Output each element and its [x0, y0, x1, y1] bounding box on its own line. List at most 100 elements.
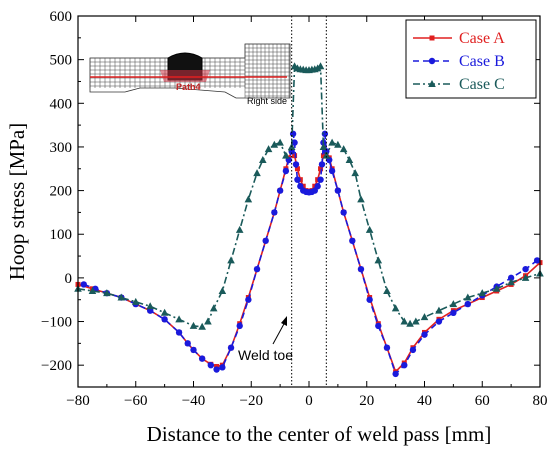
x-tick-label: −40: [182, 393, 205, 409]
mesh-inset-figure: Path4 Right side: [89, 43, 291, 106]
weld-toe-label: Weld toe: [238, 347, 293, 363]
series-point: [318, 166, 324, 172]
y-tick-label: 600: [50, 9, 73, 25]
x-tick-label: −20: [240, 393, 263, 409]
series-point: [227, 344, 235, 351]
series-point: [88, 286, 97, 294]
series-point: [357, 195, 365, 203]
series-point: [244, 195, 253, 203]
series-point: [492, 284, 501, 292]
series-point: [282, 151, 290, 159]
series-point: [218, 286, 227, 294]
legend: Case A Case B Case C: [405, 19, 537, 99]
series-point: [366, 296, 373, 303]
series-point: [236, 322, 243, 330]
series-point: [383, 286, 391, 294]
series-point: [209, 304, 218, 312]
y-tick-label: 200: [50, 184, 73, 200]
inset-weld-zone: [160, 70, 210, 82]
series-point: [320, 153, 326, 159]
series-point: [383, 344, 391, 351]
series-point: [294, 176, 301, 183]
series-point: [318, 161, 326, 168]
x-tick-label: 80: [533, 393, 548, 409]
series-point: [189, 321, 198, 329]
series-point: [334, 140, 342, 148]
series-point: [357, 265, 365, 273]
series-point: [412, 317, 420, 325]
series-point: [349, 237, 356, 244]
series-point: [131, 297, 140, 305]
series-point: [270, 140, 279, 148]
series-point: [271, 209, 278, 216]
series-point: [478, 289, 487, 297]
series-point: [428, 80, 436, 87]
inset-path-label: Path4: [176, 82, 201, 92]
y-tick-label: 0: [65, 271, 73, 287]
series-case-a: [75, 148, 543, 375]
legend-label: Case A: [459, 30, 505, 47]
y-tick-label: −200: [41, 358, 72, 374]
series-point: [345, 156, 354, 164]
series-line: [77, 64, 541, 328]
series-point: [521, 273, 530, 281]
series-point: [319, 142, 328, 150]
series-point: [420, 313, 429, 321]
series-point: [161, 316, 168, 323]
x-axis-title: Distance to the center of weld pass [mm]: [147, 422, 492, 446]
series-point: [198, 322, 206, 330]
axes: −80 −60 −40 −20 0 20 40 60 80−200−10001002003004…: [41, 9, 547, 409]
series-point: [175, 329, 183, 336]
series-point: [429, 35, 435, 41]
series-point: [219, 364, 226, 371]
legend-entry: Case A: [413, 30, 505, 47]
series-point: [435, 318, 443, 325]
series-point: [507, 274, 515, 282]
series-line: [83, 133, 538, 376]
series-point: [146, 302, 154, 310]
series-point: [245, 296, 252, 303]
series-point: [276, 187, 284, 194]
series-point: [253, 265, 261, 273]
legend-label: Case B: [459, 53, 505, 70]
series-point: [198, 355, 206, 362]
x-tick-label: −80: [66, 393, 89, 409]
series-point: [365, 225, 374, 233]
series-point: [351, 169, 359, 177]
series-point: [117, 293, 126, 301]
series-point: [522, 265, 529, 273]
series-point: [227, 256, 235, 264]
series-point: [328, 138, 336, 146]
legend-entry: Case B: [413, 53, 505, 70]
series-point: [375, 322, 382, 330]
series-point: [322, 151, 331, 159]
series-point: [204, 317, 212, 325]
series-point: [184, 340, 191, 347]
series-point: [401, 361, 408, 369]
series-point: [213, 366, 220, 373]
x-tick-label: 20: [359, 393, 374, 409]
series-point: [339, 145, 348, 153]
series-point: [289, 130, 297, 138]
annotations: Weld toe: [238, 316, 293, 363]
series-point: [450, 309, 457, 316]
y-tick-label: 400: [50, 96, 73, 112]
series-point: [235, 225, 244, 233]
legend-entry: Case C: [413, 76, 505, 93]
series-point: [314, 183, 321, 190]
series-point: [317, 176, 324, 183]
series-point: [262, 237, 269, 244]
y-tick-label: 300: [50, 140, 73, 156]
series-point: [328, 167, 336, 175]
series-point: [340, 209, 347, 216]
legend-label: Case C: [459, 76, 505, 93]
series-point: [103, 289, 111, 297]
y-tick-label: −100: [41, 315, 72, 331]
legend-box: [405, 19, 537, 99]
series-point: [316, 62, 325, 70]
x-tick-label: 0: [305, 393, 313, 409]
series-line: [77, 149, 541, 374]
series-point: [282, 167, 290, 175]
series-point: [464, 300, 472, 308]
series-point: [435, 306, 443, 314]
